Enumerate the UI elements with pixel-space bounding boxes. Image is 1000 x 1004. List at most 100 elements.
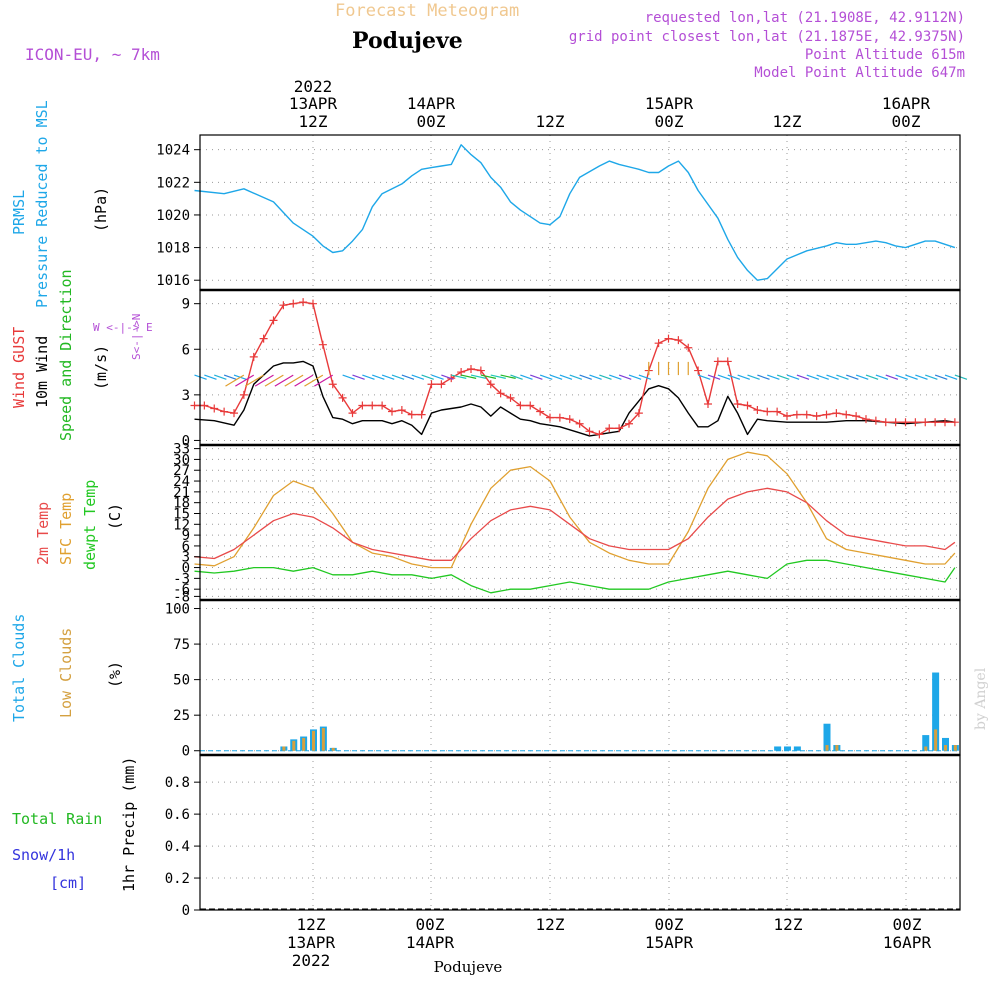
bottom-label-line2: 15APR (645, 933, 694, 952)
wind-arrow (816, 374, 829, 380)
gust-marker (654, 339, 663, 348)
wind-arrow (372, 374, 385, 380)
direction-label: Speed and Direction (57, 269, 75, 441)
gust-marker (792, 410, 801, 419)
gust-marker (615, 424, 624, 433)
gust-marker (239, 390, 248, 399)
wind-arrow (915, 374, 928, 380)
wind-arrow (539, 374, 553, 380)
bottom-label-line2: 14APR (406, 933, 455, 952)
wind-arrow (885, 374, 899, 380)
grid-point-lonlat: grid point closest lon,lat (21.1875E, 42… (569, 29, 965, 45)
gust-marker (338, 393, 347, 402)
dew-label: dewpt Temp (81, 480, 99, 570)
gust-marker (743, 401, 752, 410)
gust-marker (230, 409, 238, 418)
pressure-label-1: PRMSL (10, 190, 28, 235)
top-label-line3: 00Z (892, 112, 921, 131)
gust-marker (457, 368, 466, 377)
wind-arrow (934, 374, 948, 380)
wind-arrow (776, 374, 790, 380)
panel-frames (194, 134, 961, 911)
wind-arrow (865, 374, 879, 380)
wind-arrow (549, 374, 563, 380)
top-label-line3: 00Z (417, 112, 446, 131)
y-tick-label: 0.8 (165, 775, 190, 791)
wind-arrow (589, 374, 602, 380)
gust-marker (526, 401, 535, 410)
gust-marker (684, 343, 693, 352)
y-tick-label: 9 (182, 528, 190, 544)
rain-label: Total Rain (12, 810, 102, 828)
wind-labels: Wind GUST 10m Wind Speed and Direction (… (10, 269, 153, 441)
gust-marker (289, 299, 298, 308)
y-tick-label: 0 (182, 744, 190, 760)
gust-marker (565, 415, 574, 424)
gust-marker (368, 401, 377, 410)
wind-arrow (826, 374, 839, 380)
wind-arrow (500, 374, 516, 379)
gust-marker (852, 412, 861, 421)
y-tick-label: 9 (182, 297, 190, 313)
gust-marker (328, 380, 337, 389)
compass-we: W <-|-> E (93, 321, 153, 334)
y-tick-label: 1018 (156, 241, 190, 257)
wind-arrow (244, 374, 264, 387)
low-cloud-bar (302, 737, 306, 751)
gust-marker (753, 406, 762, 415)
wind-arrow (796, 374, 810, 380)
y-tick-label: 27 (173, 463, 190, 479)
wind-arrow (806, 374, 820, 380)
gust-marker (575, 419, 584, 428)
sfc-label: SFC Temp (57, 493, 75, 565)
wind-arrow (214, 374, 227, 380)
y-tick-label: 100 (165, 602, 190, 618)
forecast-title: Forecast Meteogram (335, 1, 519, 21)
gust-marker (713, 357, 722, 366)
gust-marker (822, 410, 831, 419)
model-label: ICON-EU, ~ 7km (25, 45, 160, 64)
wind-arrow (510, 374, 523, 380)
wind-arrow (599, 374, 612, 380)
wind-arrow (421, 374, 434, 380)
cloud-labels: Total Clouds Low Clouds (%) (10, 614, 124, 722)
wind-arrow (264, 374, 284, 387)
wind-arrow (480, 374, 497, 379)
wind-arrow (235, 374, 255, 387)
gust-marker (812, 412, 821, 421)
cm-label: [cm] (50, 874, 86, 892)
wind-arrow (254, 374, 274, 387)
wind-arrow (757, 374, 770, 380)
y-tick-label: 6 (182, 342, 190, 358)
low-cloud-bar (934, 729, 938, 751)
y-tick-label: 50 (173, 673, 190, 689)
gust-marker (467, 365, 475, 374)
total-cloud-bar (942, 737, 949, 751)
pressure-unit: (hPa) (92, 187, 110, 232)
y-tick-label: 0 (182, 433, 190, 449)
gust-marker (881, 418, 890, 427)
t2m-label: 2m Temp (34, 502, 52, 565)
top-label-line2: 14APR (407, 94, 456, 113)
precip-labels: Total Rain Snow/1h [cm] 1hr Precip (mm) (12, 757, 138, 892)
y-tick-label: 0.2 (165, 871, 190, 887)
bottom-label-line1: 00Z (655, 915, 684, 934)
y-tick-label: -6 (173, 582, 190, 598)
dewpt-line (194, 559, 956, 594)
low-cloud-bar (944, 745, 947, 751)
y-tick-label: 0 (182, 561, 190, 577)
low-cloud-bar (321, 727, 325, 751)
gust-marker (634, 409, 643, 418)
model-altitude: Model Point Altitude 647m (754, 65, 965, 81)
wind-arrow (559, 374, 573, 380)
wind-arrow (836, 374, 849, 380)
gust-marker (536, 407, 545, 416)
footer-location: Podujeve (434, 958, 503, 976)
bottom-label-line1: 12Z (774, 915, 803, 934)
wind-arrow (846, 374, 859, 380)
gust-marker (763, 407, 772, 416)
bottom-time-axis: 12Z 13APR 2022 00Z 14APR 12Z 00Z 15APR 1… (287, 915, 932, 970)
y-tick-label: 0.4 (165, 839, 190, 855)
wind-arrow (342, 374, 355, 380)
